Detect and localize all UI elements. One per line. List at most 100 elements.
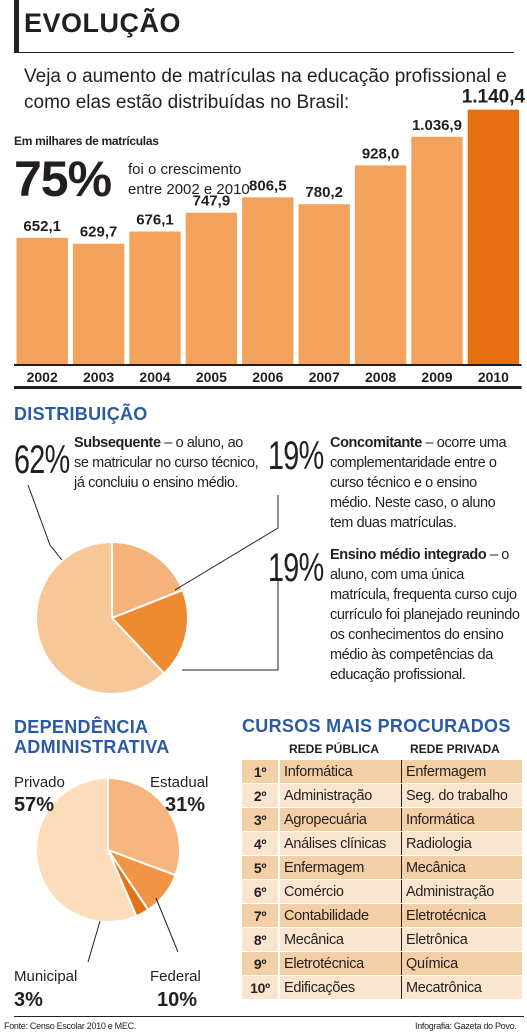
bar-value-label: 780,2 [305,184,343,201]
bar-value-label: 747,9 [193,193,231,210]
bar-value-label: 806,5 [249,177,287,194]
growth-description: foi o crescimento entre 2002 e 2010 [128,161,250,198]
bar-value-label: 928,0 [362,145,400,162]
table-row: 4º Análises clínicas Radiologia [242,831,522,856]
course-rank: 3º [242,807,279,832]
private-course: Radiologia [401,831,522,856]
course-rank: 8º [242,927,279,952]
table-row: 5º Enfermagem Mecânica [242,855,522,880]
private-course: Administração [401,879,522,904]
public-course: Edificações [278,975,402,1000]
subsequente-percentage: 62% [14,438,70,482]
source-note: Fonte: Censo Escolar 2010 e MEC. [4,1021,136,1031]
distribution-section-title: DISTRIBUIÇÃO [14,404,148,424]
dependency-slice [35,776,138,923]
public-course: Contabilidade [278,903,402,928]
header-accent-bar [14,0,19,52]
private-course: Química [401,951,522,976]
private-course: Eletrotécnica [401,903,522,928]
integrado-text: – o aluno, com uma única matrícula, freq… [330,547,520,683]
distribution-pie-chart [27,484,279,695]
bar-2004 [129,231,181,364]
municipal-leader-line [87,920,101,963]
subsequente-description: Subsequente – o aluno, ao se matricular … [74,433,260,493]
municipal-label: Municipal [14,968,78,985]
integrado-leader-line [182,578,279,671]
privado-percentage: 57% [14,794,55,816]
private-course: Mecatrônica [401,975,522,1000]
bar-2002 [16,237,68,364]
course-rank: 5º [242,855,279,880]
private-network-header: REDE PRIVADA [410,742,500,756]
public-course: Informática [278,760,402,784]
concomitante-leader-line [174,495,279,591]
year-tick-label: 2009 [421,369,452,385]
integrado-description: Ensino médio integrado – o aluno, com um… [330,545,522,685]
concomitante-percentage: 19% [268,434,324,478]
table-row: 2º Administração Seg. do trabalho [242,783,522,808]
header-divider [14,52,514,53]
public-course: Agropecuária [278,807,402,832]
federal-leader-line [155,897,179,953]
distribution-slice [110,588,189,675]
federal-label: Federal [150,968,201,985]
dependency-slice [107,776,181,877]
public-course: Comércio [278,879,402,904]
courses-section-title: CURSOS MAIS PROCURADOS [242,716,511,736]
dependency-pie-chart [35,776,181,963]
course-rank: 1º [242,760,279,784]
course-rank: 9º [242,951,279,976]
private-course: Mecânica [401,855,522,880]
bar-value-label: 629,7 [80,224,118,241]
concomitante-text: – ocorre uma complementaridade entre o c… [330,435,507,531]
estadual-percentage: 31% [165,794,206,816]
table-row: 8º Mecânica Eletrônica [242,927,522,952]
course-rank: 2º [242,783,279,808]
course-rank: 6º [242,879,279,904]
bar-2006 [242,197,294,364]
year-tick-label: 2004 [139,369,170,385]
year-tick-label: 2002 [27,369,58,385]
private-course: Informática [401,807,522,832]
distribution-slice [35,540,166,695]
privado-label: Privado [14,774,65,791]
public-course: Enfermagem [278,855,402,880]
private-course: Seg. do trabalho [401,783,522,808]
year-tick-label: 2005 [196,369,227,385]
dependency-section-title: DEPENDÊNCIA ADMINISTRATIVA [14,717,170,757]
page-title: EVOLUÇÃO [24,8,182,38]
chart-unit-label: Em milhares de matrículas [14,134,159,148]
bar-value-label: 676,1 [136,212,174,229]
year-tick-label: 2008 [365,369,396,385]
bar-2008 [354,165,407,364]
public-course: Mecânica [278,927,402,952]
year-tick-label: 2006 [252,369,283,385]
subsequente-leader-line [27,484,63,561]
bar-value-label: 652,1 [23,218,61,235]
year-tick-label: 2003 [83,369,114,385]
x-axis-line [14,364,522,366]
enrollment-bar-chart: 652,1 2002 629,7 2003 676,1 2004 747,9 2005 806,… [14,87,526,389]
bar-2007 [298,204,350,364]
course-rank: 10º [242,975,279,1000]
public-course: Administração [278,783,402,808]
footer-divider [14,1016,524,1017]
bar-2005 [185,212,238,364]
municipal-percentage: 3% [14,989,43,1011]
table-row: 10º Edificações Mecatrônica [242,975,522,1000]
table-row: 9º Eletrotécnica Química [242,951,522,976]
public-network-header: REDE PÚBLICA [289,742,380,756]
bar-value-label: 1.036,9 [412,117,462,134]
subsequente-name: Subsequente [74,435,161,451]
course-rank: 4º [242,831,279,856]
credit-note: Infografia: Gazeta do Povo. [415,1021,517,1031]
concomitante-description: Concomitante – ocorre uma complementarid… [330,433,520,533]
subsequente-text: – o aluno, ao se matricular no curso téc… [74,435,259,491]
integrado-percentage: 19% [268,546,324,590]
bar-2003 [72,243,125,364]
public-course: Eletrotécnica [278,951,402,976]
page-subtitle: Veja o aumento de matrículas na educação… [24,66,507,113]
year-tick-label: 2010 [478,369,509,385]
private-course: Enfermagem [401,760,522,784]
table-row: 1º Informática Enfermagem [242,760,522,784]
